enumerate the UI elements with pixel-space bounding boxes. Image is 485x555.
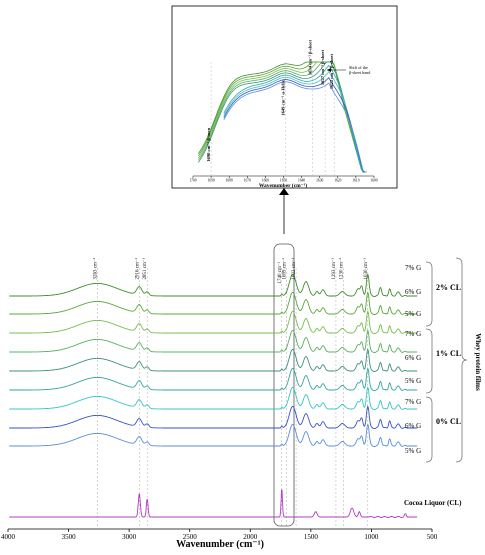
- inset-x-tick-label: 1620: [334, 179, 341, 183]
- inset-chart-panel: 1690 cm⁻¹ β-turn 1649 cm⁻¹ α-Helix 1634 cm…: [171, 5, 398, 189]
- main-series-line: [9, 310, 418, 335]
- inset-x-tick-label: 1700: [189, 179, 196, 183]
- legend-entry: 6% G: [405, 354, 421, 362]
- main-peak-label: 1230 cm⁻¹: [339, 258, 345, 280]
- inset-x-tick-label: 1690: [208, 179, 215, 183]
- main-peak-labels: 3263 cm⁻¹ 2916 cm⁻¹ 2851 cm⁻¹ 1740 cm⁻¹ 1699…: [92, 258, 369, 284]
- main-series-line: [9, 489, 418, 519]
- group-label: 0% CL: [436, 417, 461, 426]
- inset-peak-label: 1622 cm⁻¹ β-sheet: [329, 54, 334, 90]
- inset-x-tick-label: 1680: [226, 179, 233, 183]
- legend-entry: 7% G: [405, 330, 421, 338]
- main-x-tick-label: 1500: [304, 533, 319, 541]
- main-peak-guides: [97, 268, 369, 527]
- bracket-label: Whey protein films: [474, 333, 482, 391]
- main-peak-label: 1293 cm⁻¹: [331, 258, 337, 280]
- inset-x-axis-title: Wavenumber (cm⁻¹): [259, 182, 307, 189]
- legend-entry: 5% G: [405, 310, 421, 318]
- main-peak-label: 1699 cm⁻¹: [282, 258, 288, 280]
- main-peak-label: 1030 cm⁻¹: [363, 258, 369, 280]
- inset-x-tick-label: 1660: [262, 179, 269, 183]
- main-x-tick-label: 3000: [122, 533, 137, 541]
- inset-peak-label: 1634 cm⁻¹ β-sheet: [307, 40, 312, 76]
- inset-peak-label: 1649 cm⁻¹ α-Helix: [280, 79, 285, 115]
- inset-shift-annotation: Shift of the β-sheet band: [327, 65, 371, 75]
- main-x-tick-label: 2000: [243, 533, 258, 541]
- group-label: 2% CL: [436, 283, 461, 292]
- main-x-tick-label: 3500: [62, 533, 77, 541]
- inset-series-line: [223, 64, 364, 173]
- group-bracket: [425, 396, 433, 463]
- inset-series-line: [223, 77, 365, 173]
- inset-peak-label: 1690 cm⁻¹ β-turn: [206, 128, 211, 162]
- inset-series-line: [223, 71, 367, 173]
- legend-entry: 6% G: [405, 422, 421, 430]
- legend-entry: 7% G: [405, 398, 421, 406]
- main-series-group: [9, 273, 418, 519]
- inset-peak-guides: [210, 62, 335, 175]
- inset-series-group: [198, 61, 367, 173]
- main-series-line: [9, 423, 418, 448]
- outer-bracket: [455, 257, 468, 463]
- inset-peak-label: 1627 cm⁻¹ β-sheet: [320, 50, 325, 86]
- main-chart-panel: 3263 cm⁻¹ 2916 cm⁻¹ 2851 cm⁻¹ 1740 cm⁻¹ 1699…: [1, 243, 482, 550]
- group-bracket: [425, 328, 433, 394]
- zoom-connector: [279, 188, 289, 234]
- connector-arrow: [279, 188, 289, 195]
- group-brackets: 2% CL 1% CL 0% CL Whey protein films: [425, 257, 482, 463]
- main-series-line: [9, 405, 418, 430]
- inset-series-line: [198, 61, 365, 173]
- legend-entry: 6% G: [405, 288, 421, 296]
- inset-x-tick-label: 1630: [316, 179, 323, 183]
- inset-x-tick-label: 1650: [280, 179, 287, 183]
- main-series-line: [9, 348, 418, 373]
- inset-x-tick-label: 1670: [244, 179, 251, 183]
- main-series-line: [9, 329, 418, 354]
- main-x-tick-label: 4000: [1, 533, 16, 541]
- main-peak-label: 1740 cm⁻¹: [277, 262, 283, 284]
- main-series-line: [9, 291, 418, 316]
- main-x-axis-title: Wavenumber (cm⁻¹): [176, 539, 264, 550]
- legend-entry: 7% G: [405, 264, 421, 272]
- main-x-tick-label: 2500: [183, 533, 198, 541]
- main-x-tick-label: 1000: [364, 533, 379, 541]
- main-peak-label: 2851 cm⁻¹: [142, 258, 148, 280]
- shift-annotation-text: Shift of the β-sheet band: [349, 65, 371, 75]
- inset-peak-labels: 1690 cm⁻¹ β-turn 1649 cm⁻¹ α-Helix 1634 cm…: [206, 40, 334, 162]
- inset-x-tick-label: 1640: [298, 179, 305, 183]
- inset-series-line: [223, 81, 364, 172]
- legend-entry: 5% G: [405, 447, 421, 455]
- main-x-tick-label: 500: [427, 533, 438, 541]
- main-peak-label: 1622 cm⁻¹: [291, 258, 297, 280]
- group-label: 1% CL: [436, 349, 461, 358]
- main-series-line: [9, 386, 418, 411]
- inset-x-ticks: 1700 1690 1680 1670 1660 1650 1640 1630 1620 1610…: [189, 176, 378, 183]
- main-series-line: [9, 367, 418, 392]
- amide-region-box: [273, 243, 295, 527]
- main-legend: 7% G 6% G 5% G 7% G 6% G 5% G 7% G 6% G 5% G Coco…: [404, 264, 462, 507]
- main-series-line: [9, 273, 418, 298]
- inset-x-tick-label: 1600: [370, 179, 377, 183]
- legend-entry: Cocoa Liquor (CL): [404, 499, 462, 507]
- inset-x-tick-label: 1610: [352, 179, 359, 183]
- main-x-ticks: 4000 3500 3000 2500 2000 1500 1000 500: [1, 529, 438, 541]
- legend-entry: 5% G: [405, 377, 421, 385]
- main-peak-label: 3263 cm⁻¹: [92, 258, 98, 280]
- main-peak-label: 2916 cm⁻¹: [134, 258, 140, 280]
- shift-arrow-head: [327, 68, 331, 72]
- group-bracket: [425, 261, 433, 327]
